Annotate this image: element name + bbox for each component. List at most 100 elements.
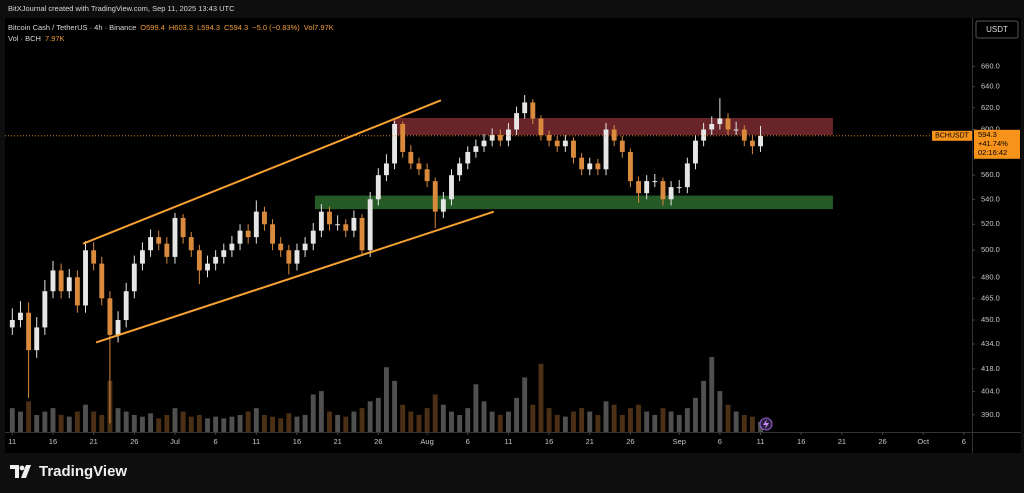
volume-bar	[83, 404, 88, 432]
candle-body	[26, 312, 32, 351]
brand-logo	[10, 464, 31, 478]
candle-body	[42, 291, 48, 328]
candle-body	[497, 135, 503, 141]
candle-body	[424, 169, 430, 182]
candle-body	[489, 135, 495, 141]
candle-body	[595, 163, 601, 170]
x-tick-label: 6	[214, 437, 218, 446]
volume-bar	[205, 418, 210, 432]
volume-bar	[367, 401, 373, 432]
volume-bar	[587, 411, 593, 432]
volume-bar	[473, 384, 479, 432]
candle-body	[99, 263, 105, 299]
volume-bar	[42, 411, 48, 432]
candle-body	[18, 312, 23, 321]
volume-bar	[221, 418, 227, 432]
candle-body	[522, 102, 528, 114]
candle-body	[440, 199, 446, 212]
candle-body	[473, 146, 479, 152]
candle-body	[253, 211, 259, 238]
volume-bar	[505, 411, 511, 432]
volume-bar	[343, 416, 349, 432]
volume-value: 7.97K	[44, 34, 65, 43]
price-tag-countdown: 02:16:42	[978, 148, 1007, 157]
candle-body	[546, 135, 552, 141]
volume-bar	[245, 411, 251, 432]
volume-bar	[318, 391, 324, 432]
ohlc-close: C594.3	[224, 23, 249, 32]
candle-body	[741, 129, 747, 141]
candle-body	[392, 123, 398, 164]
y-tick-label: 560.0	[981, 170, 1000, 179]
candle-body	[408, 151, 414, 164]
candle-body	[50, 270, 56, 292]
volume-bar	[286, 413, 292, 432]
candle-body	[107, 298, 113, 335]
volume-bar	[229, 416, 235, 432]
volume-bar	[302, 414, 308, 432]
x-tick-label: 21	[333, 437, 341, 446]
candle-body	[619, 140, 625, 152]
volume-bar	[579, 408, 585, 432]
brand: TradingView	[10, 463, 127, 480]
ohlc-change: −5.0 (−0.83%)	[252, 23, 300, 32]
volume-bar	[400, 404, 406, 432]
volume-bar	[140, 416, 145, 432]
volume-bar	[253, 408, 259, 432]
volume-bar	[693, 397, 698, 432]
price-zone	[314, 195, 833, 210]
candle-body	[554, 140, 560, 147]
y-tick-label: 390.0	[981, 410, 1000, 419]
volume-bar	[668, 411, 674, 432]
x-tick-label: Jul	[170, 437, 180, 446]
x-tick-label: Oct	[917, 437, 930, 446]
y-tick-label: 434.0	[981, 339, 1000, 348]
candle-body	[245, 230, 251, 238]
candle-body	[294, 250, 300, 264]
candle-body	[302, 243, 308, 251]
candle-body	[188, 237, 194, 251]
volume-bar	[652, 414, 658, 432]
volume-bar	[416, 414, 422, 432]
volume-bar	[196, 414, 202, 432]
x-tick-label: 26	[374, 437, 382, 446]
x-tick-label: Aug	[420, 437, 433, 446]
volume-bar	[432, 394, 438, 432]
candle-body	[562, 140, 568, 147]
volume-bar	[546, 408, 552, 432]
candle-body	[432, 181, 438, 212]
candle-body	[465, 151, 471, 164]
volume-bar	[619, 414, 625, 432]
y-tick-label: 465.0	[981, 293, 1000, 302]
candle-body	[457, 163, 463, 176]
candle-body	[351, 217, 357, 231]
volume-bar	[636, 404, 641, 432]
candle-body	[481, 140, 487, 147]
ohlc-open: O599.4	[140, 23, 165, 32]
candle-body	[327, 211, 332, 225]
volume-bar	[294, 416, 300, 432]
candle-body	[505, 129, 511, 141]
candle-body	[196, 250, 202, 271]
volume-bar	[213, 416, 219, 432]
volume-bar	[741, 414, 747, 432]
volume-bar	[449, 411, 454, 432]
candle-body	[58, 270, 64, 292]
candle-body	[571, 140, 576, 158]
candle-body	[270, 224, 276, 244]
volume-bar	[717, 391, 723, 432]
volume-bar	[131, 414, 137, 432]
volume-bar	[26, 401, 32, 432]
y-tick-label: 540.0	[981, 194, 1000, 203]
price-zone	[392, 117, 833, 136]
volume-row: Vol · BCH 7.97K	[8, 34, 65, 43]
volume-bar	[408, 411, 414, 432]
candle-body	[156, 237, 162, 244]
candle-body	[164, 243, 170, 257]
candle-body	[310, 230, 316, 244]
ohlc-low: L594.3	[197, 23, 221, 32]
volume-bar	[74, 411, 80, 432]
volume-bar	[489, 411, 495, 432]
time-axis-bg	[5, 433, 1021, 453]
x-tick-label: 11	[505, 437, 513, 446]
